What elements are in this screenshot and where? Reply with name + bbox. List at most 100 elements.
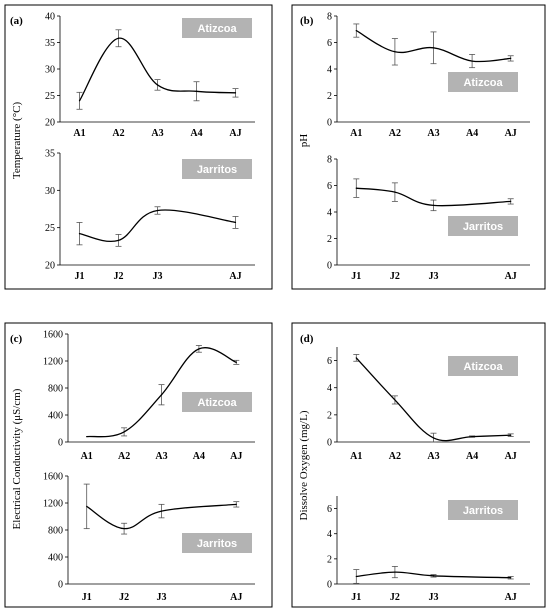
x-tick-label: J3	[157, 592, 167, 603]
y-tick-label: 0	[327, 580, 332, 591]
site-badge: Atizcoa	[448, 356, 518, 376]
site-badge-label: Atizcoa	[463, 361, 503, 373]
data-point	[156, 209, 159, 212]
site-badge: Jarritos	[448, 500, 518, 520]
y-tick-label: 40	[45, 12, 55, 23]
site-badge-bg	[448, 216, 518, 236]
x-tick-label: A2	[118, 451, 130, 462]
y-tick-label: 0	[327, 261, 332, 272]
x-tick-label: A2	[112, 128, 124, 139]
y-tick-label: 8	[327, 12, 332, 23]
y-tick-label: 6	[327, 181, 332, 192]
x-tick-label: AJ	[230, 592, 242, 603]
data-point	[234, 92, 237, 94]
site-badge-bg	[448, 356, 518, 376]
x-tick-label: A2	[389, 451, 401, 462]
x-tick-label: A1	[350, 128, 362, 139]
site-badge-bg	[182, 392, 252, 412]
data-point	[432, 204, 435, 206]
panel-frame	[4, 322, 273, 608]
panel-label: (c)	[10, 333, 23, 345]
site-badge: Atizcoa	[448, 72, 518, 92]
y-tick-label: 0	[58, 438, 63, 449]
data-point	[510, 577, 512, 579]
data-point	[78, 100, 81, 102]
y-tick-label: 20	[45, 118, 55, 129]
series-line	[78, 37, 236, 102]
subplot-atizcoa: 0 400 800 1200 1600 A1 A2 A3 A4 AJ Atizcoa	[43, 330, 255, 462]
site-badge-label: Jarritos	[463, 505, 503, 517]
data-point	[123, 528, 125, 530]
x-tick-label: A2	[389, 128, 401, 139]
data-point	[86, 436, 88, 438]
data-point	[471, 60, 473, 62]
y-axis-label: Dissolve Oxygen (mg/L)	[298, 410, 310, 520]
x-tick-label: AJ	[229, 271, 241, 282]
y-tick-label: 6	[327, 504, 332, 515]
panel-frame	[4, 4, 273, 290]
data-point	[156, 84, 159, 86]
data-point	[355, 29, 357, 32]
x-tick-label: A3	[151, 128, 163, 139]
y-tick-label: 4	[327, 529, 332, 540]
panel-label: (d)	[300, 333, 314, 345]
panel-label: (b)	[300, 15, 314, 27]
panel-frame	[291, 4, 546, 290]
data-point	[198, 348, 200, 350]
data-point	[394, 51, 396, 53]
y-tick-label: 1200	[43, 357, 63, 368]
site-badge: Atizcoa	[182, 392, 252, 412]
x-tick-label: J2	[390, 592, 400, 603]
x-tick-label: A3	[427, 451, 439, 462]
site-badge-label: Jarritos	[463, 221, 503, 233]
panel-label: (a)	[10, 15, 23, 27]
data-point	[117, 239, 120, 241]
chart-panel-a: (a) Temperature (°C) 20 25 30 35 40 A1 A2 A3 A4 AJ A…	[4, 4, 273, 290]
data-point	[355, 357, 357, 359]
y-tick-label: 4	[327, 65, 332, 76]
x-tick-label: AJ	[229, 128, 241, 139]
site-badge-label: Atizcoa	[463, 77, 503, 89]
x-tick-label: J3	[429, 271, 439, 282]
y-tick-label: 0	[58, 580, 63, 591]
y-tick-label: 1600	[43, 472, 63, 483]
subplot-jarritos: 0 400 800 1200 1600 J1 J2 J3 AJ Jarritos	[43, 472, 255, 603]
x-tick-label: J1	[82, 592, 92, 603]
y-tick-label: 2	[327, 554, 332, 565]
subplot-jarritos: 20 25 30 35 J1 J2 J3 AJ Jarritos	[45, 149, 255, 282]
data-point	[471, 435, 473, 438]
data-point	[394, 191, 396, 193]
y-tick-label: 2	[327, 410, 332, 421]
y-tick-label: 400	[48, 553, 63, 564]
x-tick-label: A1	[350, 451, 362, 462]
subplot-atizcoa: 0 2 4 6 A1 A2 A3 A4 AJ Atizcoa	[327, 347, 530, 462]
site-badge-label: Atizcoa	[197, 23, 237, 35]
x-tick-label: J3	[153, 271, 163, 282]
y-tick-label: 25	[45, 223, 55, 234]
y-tick-label: 0	[327, 438, 332, 449]
site-badge-label: Jarritos	[197, 538, 237, 550]
data-point	[160, 510, 163, 512]
series-line	[356, 571, 511, 579]
x-tick-label: AJ	[505, 128, 517, 139]
y-tick-label: 8	[327, 155, 332, 166]
y-axis-label: Temperature (°C)	[11, 102, 23, 180]
data-point	[117, 37, 120, 39]
y-tick-label: 1600	[43, 330, 63, 341]
subplot-atizcoa: 0 2 4 6 8 A1 A2 A3 A4 AJ Atizcoa	[327, 12, 530, 139]
data-point	[510, 434, 512, 436]
data-point	[355, 575, 357, 578]
data-point	[160, 394, 163, 396]
x-tick-label: J2	[114, 271, 124, 282]
y-tick-label: 6	[327, 356, 332, 367]
y-tick-label: 2	[327, 91, 332, 102]
subplot-jarritos: 0 2 4 6 8 J1 J2 J3 AJ Jarritos	[327, 155, 530, 282]
site-badge-label: Jarritos	[197, 164, 237, 176]
y-tick-label: 20	[45, 261, 55, 272]
y-tick-label: 30	[45, 65, 55, 76]
data-point	[234, 221, 237, 224]
panel-frame	[291, 322, 546, 608]
y-axis-label: Electrical Conductivity (μS/cm)	[11, 388, 23, 529]
